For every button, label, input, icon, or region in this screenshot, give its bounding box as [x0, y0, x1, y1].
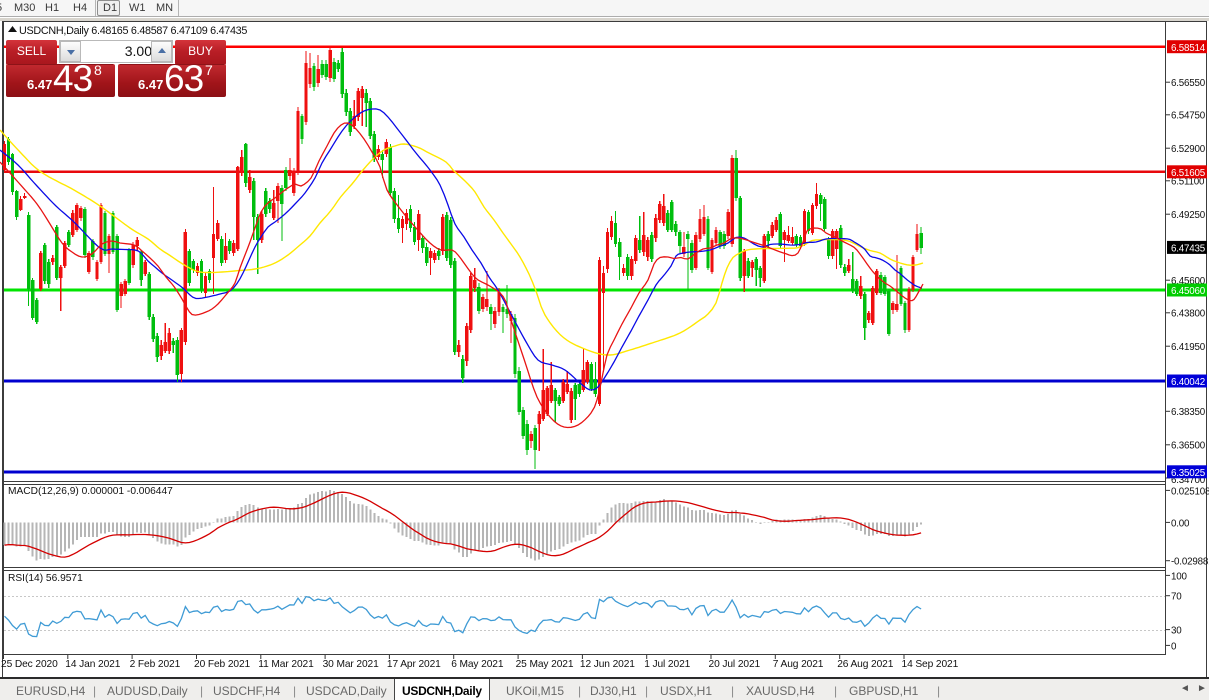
- svg-text:6.52900: 6.52900: [1171, 144, 1206, 155]
- svg-text:6.41950: 6.41950: [1171, 342, 1206, 353]
- svg-text:6.40042: 6.40042: [1171, 377, 1205, 388]
- svg-text:6.43800: 6.43800: [1171, 308, 1206, 319]
- svg-text:11 Mar 2021: 11 Mar 2021: [258, 659, 314, 670]
- svg-text:0: 0: [1171, 641, 1177, 652]
- svg-text:0.00: 0.00: [1171, 518, 1190, 529]
- svg-text:30: 30: [1171, 626, 1182, 637]
- svg-text:12 Jun 2021: 12 Jun 2021: [580, 659, 635, 670]
- svg-text:6.45600: 6.45600: [1171, 276, 1206, 287]
- svg-text:30 Mar 2021: 30 Mar 2021: [323, 659, 380, 670]
- svg-text:1 Jul 2021: 1 Jul 2021: [644, 659, 690, 670]
- svg-text:17 Apr 2021: 17 Apr 2021: [387, 659, 441, 670]
- svg-text:6.51100: 6.51100: [1171, 176, 1205, 187]
- svg-text:6.54750: 6.54750: [1171, 110, 1206, 121]
- svg-text:RSI(14) 56.9571: RSI(14) 56.9571: [8, 573, 83, 584]
- svg-text:6.36500: 6.36500: [1171, 440, 1206, 451]
- svg-text:6 May 2021: 6 May 2021: [451, 659, 504, 670]
- svg-text:14 Sep 2021: 14 Sep 2021: [902, 659, 959, 670]
- svg-text:6.38350: 6.38350: [1171, 407, 1206, 418]
- svg-text:MACD(12,26,9) 0.000001 -0.0064: MACD(12,26,9) 0.000001 -0.006447: [8, 486, 173, 497]
- svg-text:6.47435: 6.47435: [1171, 244, 1206, 255]
- svg-text:6.45060: 6.45060: [1171, 286, 1206, 297]
- svg-text:2 Feb 2021: 2 Feb 2021: [130, 659, 181, 670]
- svg-text:USDCNH,Daily 6.48165 6.48587: USDCNH,Daily 6.48165 6.48587 6.47109 6.4…: [19, 25, 247, 37]
- svg-text:20 Jul 2021: 20 Jul 2021: [709, 659, 761, 670]
- svg-text:14 Jan 2021: 14 Jan 2021: [65, 659, 120, 670]
- svg-text:6.34700: 6.34700: [1171, 475, 1206, 486]
- svg-text:25 May 2021: 25 May 2021: [516, 659, 574, 670]
- svg-text:25 Dec 2020: 25 Dec 2020: [1, 659, 58, 670]
- svg-text:70: 70: [1171, 592, 1182, 603]
- svg-text:7 Aug 2021: 7 Aug 2021: [773, 659, 824, 670]
- svg-text:6.51605: 6.51605: [1171, 168, 1206, 179]
- svg-text:6.58514: 6.58514: [1171, 43, 1206, 54]
- svg-text:20 Feb 2021: 20 Feb 2021: [194, 659, 251, 670]
- svg-text:0.025108: 0.025108: [1171, 486, 1209, 497]
- svg-text:6.49250: 6.49250: [1171, 210, 1206, 221]
- svg-text:100: 100: [1171, 571, 1187, 582]
- svg-text:6.56550: 6.56550: [1171, 78, 1206, 89]
- svg-text:26 Aug 2021: 26 Aug 2021: [837, 659, 894, 670]
- svg-text:6.35025: 6.35025: [1171, 468, 1206, 479]
